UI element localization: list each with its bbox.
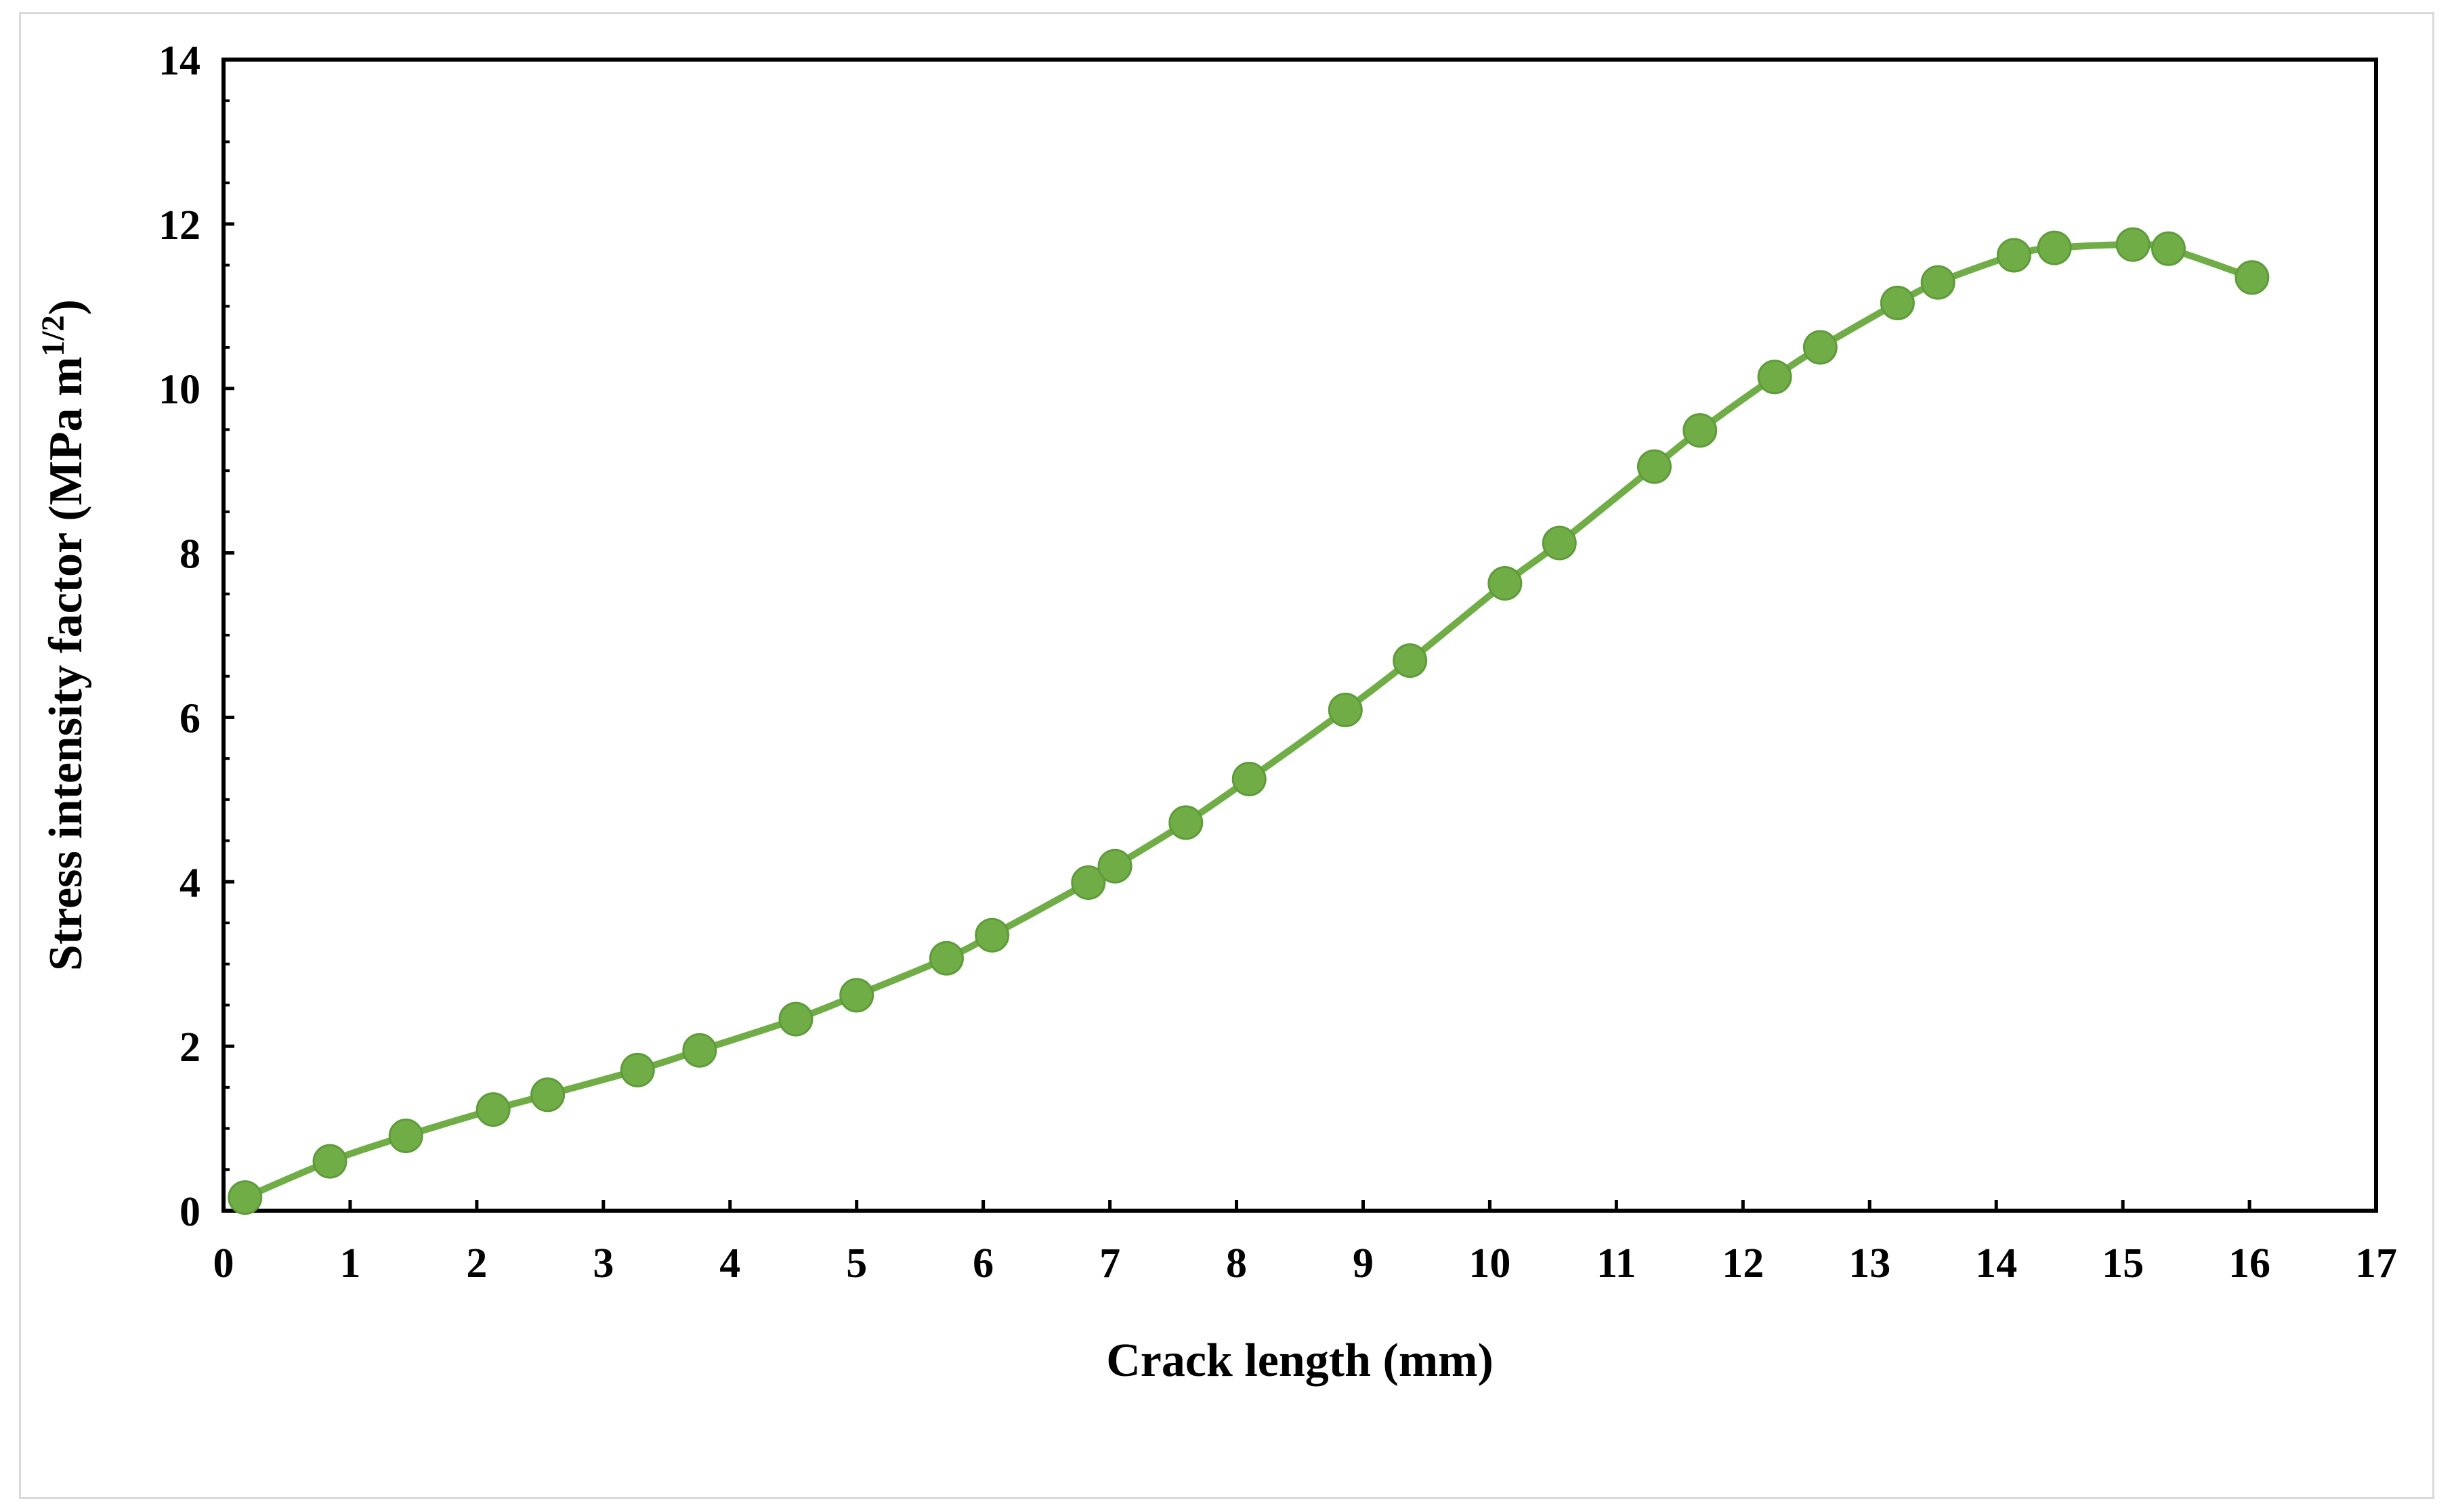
data-point xyxy=(1071,865,1106,900)
x-tick-label: 15 xyxy=(2102,1240,2144,1287)
x-axis-tick-labels: 0 1 2 3 4 5 6 7 8 9 10 11 12 13 14 15 16 17 xyxy=(213,1240,2398,1287)
data-point xyxy=(228,1180,263,1215)
x-tick-label: 0 xyxy=(213,1240,234,1287)
y-tick-label: 8 xyxy=(179,532,200,578)
data-point xyxy=(778,1001,813,1037)
data-point xyxy=(2151,231,2186,266)
x-tick-label: 9 xyxy=(1353,1240,1374,1287)
y-tick-label: 2 xyxy=(179,1024,200,1071)
data-point xyxy=(620,1052,655,1087)
y-tick-label: 10 xyxy=(158,367,200,413)
y-tick-label: 4 xyxy=(179,860,200,906)
x-tick-label: 16 xyxy=(2228,1240,2270,1287)
y-axis-title-superscript: 1/2 xyxy=(35,315,71,356)
data-point xyxy=(682,1033,717,1068)
x-tick-label: 5 xyxy=(846,1240,867,1287)
y-tick-label: 6 xyxy=(179,695,200,741)
x-tick-label: 11 xyxy=(1596,1240,1636,1287)
data-point xyxy=(1802,330,1838,365)
data-point xyxy=(530,1077,566,1113)
x-tick-label: 2 xyxy=(466,1240,487,1287)
data-point xyxy=(1168,805,1204,840)
data-point xyxy=(1328,693,1363,727)
data-point xyxy=(975,917,1010,953)
y-axis-tick-labels: 0 2 4 6 8 10 12 14 xyxy=(158,38,200,1235)
data-point xyxy=(1880,285,1915,320)
y-axis-title-main: Stress intensity factor (MPa m xyxy=(40,357,92,971)
data-point xyxy=(1542,525,1577,561)
y-tick-label: 14 xyxy=(158,38,200,84)
series-markers xyxy=(228,227,2270,1215)
x-tick-label: 17 xyxy=(2355,1240,2397,1287)
x-tick-label: 14 xyxy=(1975,1240,2017,1287)
x-tick-label: 1 xyxy=(339,1240,360,1287)
x-tick-label: 13 xyxy=(1848,1240,1890,1287)
data-point xyxy=(312,1144,347,1179)
x-axis-ticks xyxy=(221,1200,2378,1211)
y-axis-ticks xyxy=(224,58,234,1213)
data-point xyxy=(1636,449,1672,484)
x-axis-title: Crack length (mm) xyxy=(1106,1335,1494,1387)
x-tick-label: 7 xyxy=(1099,1240,1120,1287)
data-point xyxy=(1683,413,1718,448)
data-point xyxy=(929,941,964,976)
data-point xyxy=(1487,566,1523,601)
x-tick-label: 12 xyxy=(1722,1240,1764,1287)
data-point xyxy=(2115,227,2151,262)
data-point xyxy=(1231,762,1267,796)
data-point xyxy=(1393,643,1428,678)
data-point xyxy=(839,978,874,1013)
data-point xyxy=(2235,260,2270,295)
data-point xyxy=(1920,265,1955,300)
data-point xyxy=(2037,230,2072,265)
x-tick-label: 8 xyxy=(1226,1240,1247,1287)
y-tick-label: 0 xyxy=(179,1189,200,1235)
y-tick-label: 12 xyxy=(158,202,200,249)
x-tick-label: 3 xyxy=(593,1240,614,1287)
x-tick-label: 6 xyxy=(973,1240,994,1287)
chart-frame xyxy=(19,12,2434,1499)
y-axis-title: Stress intensity factor (MPa m1/2) xyxy=(35,299,92,971)
data-point xyxy=(475,1092,511,1127)
y-axis-title-close: ) xyxy=(40,299,92,315)
x-tick-label: 10 xyxy=(1468,1240,1510,1287)
series-line xyxy=(241,241,2256,1201)
x-tick-label: 4 xyxy=(719,1240,740,1287)
data-point xyxy=(1996,238,2031,273)
data-point xyxy=(1757,360,1792,395)
data-point xyxy=(388,1119,423,1153)
data-point xyxy=(1097,848,1133,884)
